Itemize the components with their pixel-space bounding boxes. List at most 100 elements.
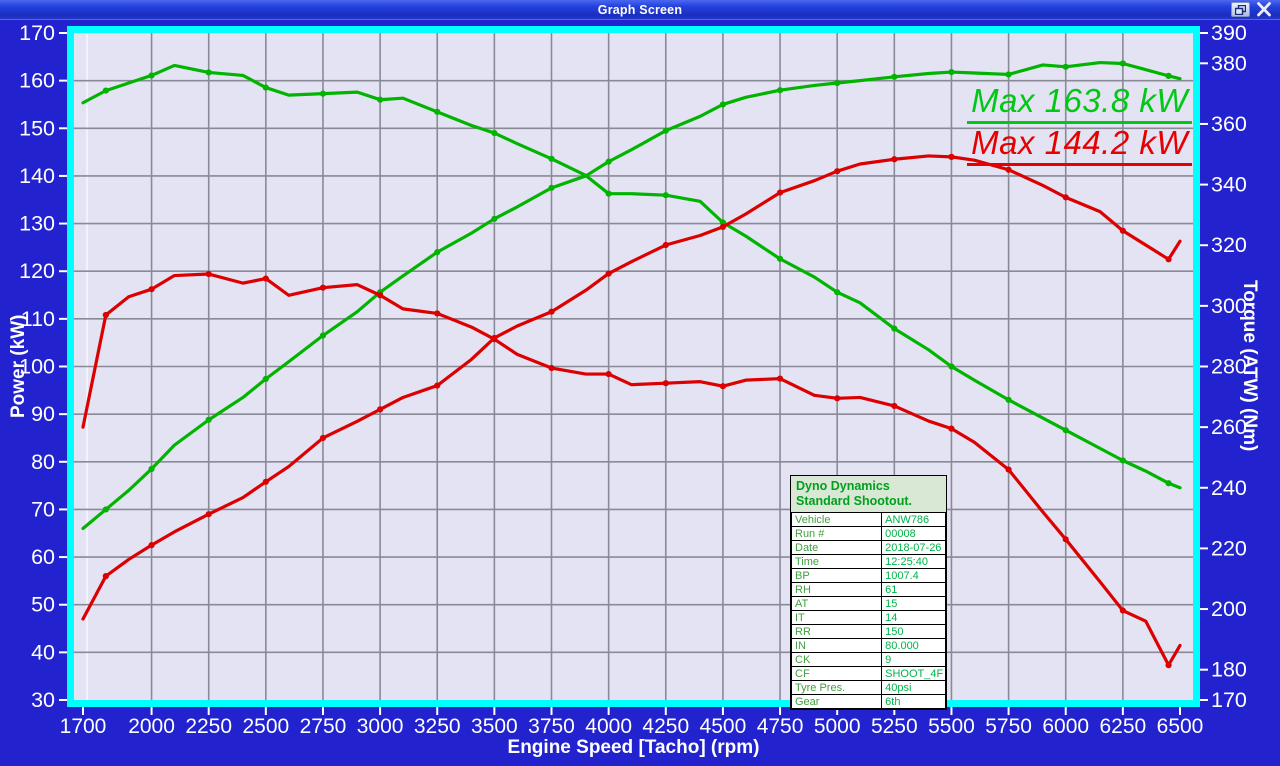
info-value: 150 [881,624,946,639]
power-red-marker [719,223,727,231]
y-right-tick-label: 280 [1211,355,1247,379]
torque-green-marker [891,325,898,332]
y-left-tick-label: 100 [19,355,55,379]
info-value: 61 [881,582,946,597]
power-green-marker [434,249,441,256]
torque-red-marker [1062,536,1069,543]
power-red-marker [1062,194,1069,201]
torque-green-marker [377,96,384,103]
run-info-box: Dyno Dynamics Standard Shootout. Vehicle… [790,475,947,710]
info-row: BP 1007.4 [790,568,946,583]
y-right-tick-label: 200 [1211,597,1247,621]
y-axis-label-right: Torque (ATW) (Nm) [1239,280,1260,452]
info-row: Date 2018-07-26 [790,540,946,555]
torque-red-marker [491,336,498,343]
info-row: IN 80.000 [790,638,946,653]
y-right-tick-label: 240 [1211,476,1247,500]
info-value: SHOOT_4F [881,666,946,681]
info-label: RH [790,582,883,597]
info-row: Vehicle ANW786 [790,512,946,527]
y-right-tick-label: 380 [1211,51,1247,75]
info-header-line2: Standard Shootout. [796,493,912,508]
power-red-marker [776,189,784,196]
info-value: ANW786 [881,512,946,527]
x-tick-label: 5750 [985,715,1032,738]
power-red-marker [662,241,669,249]
power-green-marker [1165,72,1172,79]
power-red-marker [1005,166,1012,173]
y-left-tick-label: 170 [19,21,55,45]
torque-red-marker [377,292,384,299]
y-right-tick-label: 360 [1211,112,1247,136]
info-label: Tyre Pres. [790,680,883,695]
info-value: 6th [881,694,946,709]
info-label: AT [790,596,883,611]
x-tick-label: 5250 [871,715,918,738]
power-green-marker [262,375,269,382]
torque-red-curve [81,272,1182,667]
y-left-tick-label: 80 [31,450,55,474]
y-right-tick-label: 300 [1211,294,1247,318]
restore-window-button[interactable] [1231,2,1250,17]
torque-green-marker [319,90,327,97]
info-value: 2018-07-26 [881,540,946,555]
power-green-marker [205,416,212,423]
info-value: 40psi [881,680,946,695]
power-red-marker [605,270,612,277]
torque-green-marker [948,363,955,370]
power-green-marker [719,101,727,108]
x-tick-label: 2750 [300,715,347,738]
y-axis-label-left: Power (kW) [8,314,29,418]
power-red-marker [319,434,327,442]
y-right-tick-label: 260 [1211,415,1247,439]
torque-red-marker [719,383,727,390]
x-tick-label: 2000 [128,715,175,738]
titlebar: Graph Screen [0,0,1280,20]
info-value: 15 [881,596,946,611]
info-value: 12:25:40 [881,554,946,569]
torque-red-marker [662,380,669,387]
power-red-marker [102,573,109,580]
torque-red-marker [776,375,784,382]
torque-red-marker [1005,466,1012,473]
y-right-tick-label: 180 [1211,658,1247,682]
x-tick-label: 4750 [757,715,804,738]
torque-green-marker [434,108,441,115]
torque-green-marker [1165,480,1172,487]
close-window-button[interactable] [1253,1,1275,18]
power-red-marker [834,168,841,175]
info-value: 9 [881,652,946,667]
power-green-marker [491,215,498,222]
torque-red-marker [1119,607,1126,614]
annotation-max-power-green: Max 163.8 kW [967,83,1192,124]
y-right-tick-label: 320 [1211,233,1247,257]
power-green-marker [1062,63,1069,70]
info-label: Run # [790,526,883,541]
info-label: Gear [790,694,883,709]
power-red-marker [148,542,155,549]
power-red-marker [891,156,898,163]
y-left-tick-label: 30 [31,688,55,712]
info-label: CK [790,652,883,667]
plot-frame [67,26,1200,707]
power-green-marker [548,184,555,191]
torque-green-marker [662,192,669,199]
info-label: RR [790,624,883,639]
torque-green-marker [1005,396,1012,403]
info-row: IT 14 [790,610,946,625]
info-row: RR 150 [790,624,946,639]
x-tick-label: 3250 [414,715,461,738]
x-tick-label: 5000 [814,715,861,738]
torque-red-marker [891,402,898,410]
info-value: 1007.4 [881,568,946,583]
power-green-marker [1119,60,1126,67]
torque-green-marker [1119,457,1126,464]
info-row: Run #00008 [790,526,946,541]
chart-area: 1700 2000 2250 2500 2750 3000 3250 3500 3750 4000… [0,19,1280,766]
power-red-marker [205,511,212,518]
power-red-curve [81,154,1182,621]
torque-green-marker [205,69,212,76]
info-box-header: Dyno Dynamics Standard Shootout. [791,476,946,512]
power-green-marker [891,73,898,80]
y-left-tick-label: 110 [21,307,55,331]
